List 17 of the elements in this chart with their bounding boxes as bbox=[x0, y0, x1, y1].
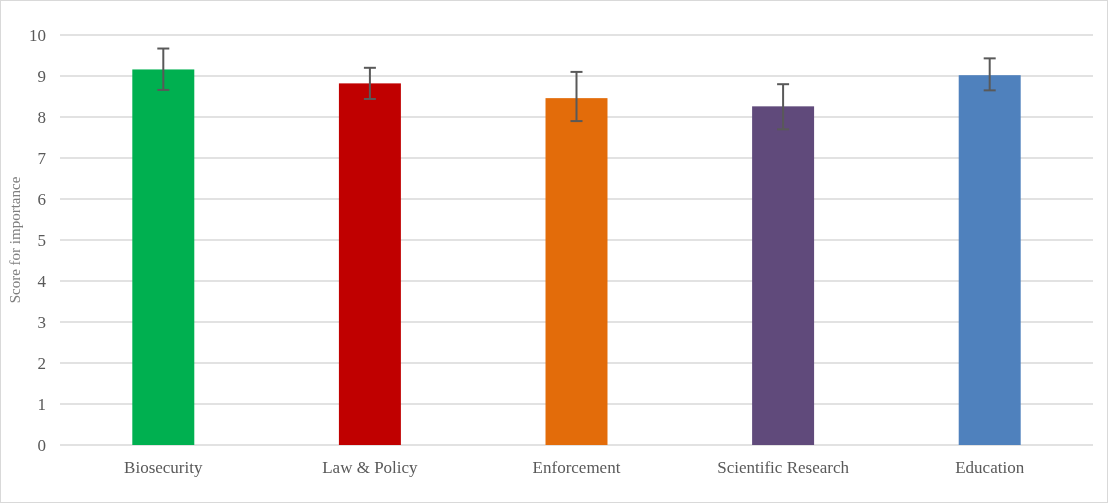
y-tick-label: 3 bbox=[37, 312, 46, 332]
y-tick-label: 10 bbox=[29, 25, 46, 45]
y-tick-label: 4 bbox=[37, 271, 47, 291]
y-tick-label: 2 bbox=[37, 353, 46, 373]
y-tick-label: 0 bbox=[37, 435, 46, 455]
y-tick-label: 9 bbox=[37, 66, 46, 86]
y-tick-label: 6 bbox=[37, 189, 46, 209]
x-tick-label: Law & Policy bbox=[322, 458, 419, 477]
x-tick-label: Education bbox=[955, 458, 1025, 477]
y-tick-label: 1 bbox=[37, 394, 46, 414]
y-tick-label: 5 bbox=[37, 230, 46, 250]
x-tick-label: Enforcement bbox=[532, 458, 621, 477]
y-tick-label: 8 bbox=[37, 107, 46, 127]
x-tick-label: Scientific Research bbox=[717, 458, 850, 477]
x-tick-label: Biosecurity bbox=[124, 458, 203, 477]
y-tick-label: 7 bbox=[37, 148, 47, 168]
y-axis-title: Score for importance bbox=[7, 176, 23, 304]
